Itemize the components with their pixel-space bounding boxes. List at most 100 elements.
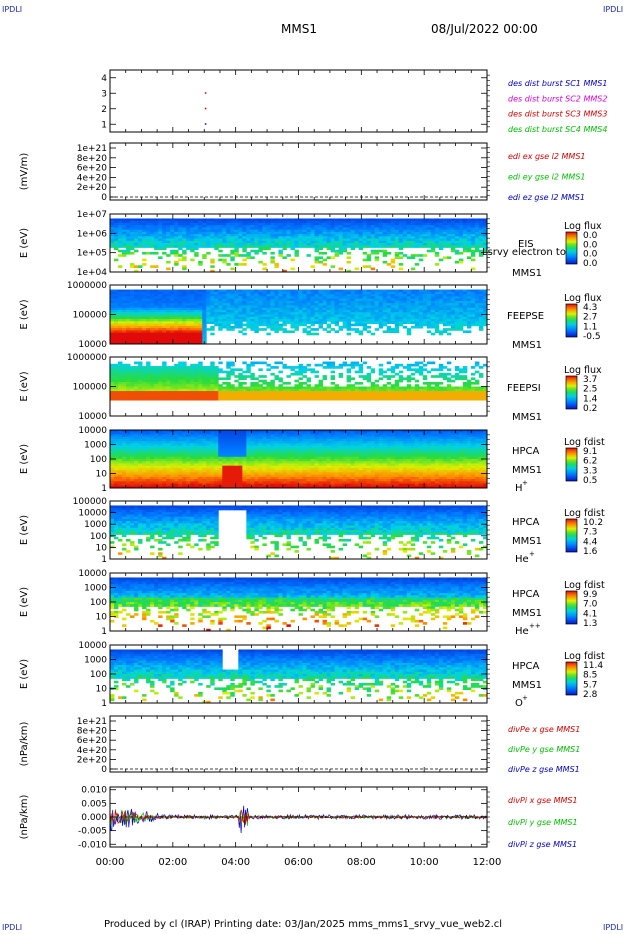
spacecraft-label: MMS1 [512,340,542,351]
ytick-label: 100000 [73,311,108,321]
panel-p11 [109,786,490,848]
spacecraft-title: MMS1 [281,22,317,36]
species-label: O [515,698,523,709]
ytick-label: 100000 [73,497,108,507]
ytick-label: 0.000 [81,813,107,823]
series-line [109,805,488,834]
panel-p10 [109,715,490,773]
colorbar-tick: 2.5 [583,385,597,395]
colorbar-title: Log flux [564,365,602,376]
instrument-label: HPCA [512,589,540,600]
ytick-label: 1000 [84,441,107,451]
xtick-label: 12:00 [473,857,502,868]
instrument-label: HPCA [512,661,540,672]
colorbar-tick: 3.3 [583,466,597,476]
legend-entry: des dist burst SC4 MMS4 [508,125,607,134]
legend-entry: divPi z gse MMS1 [508,840,577,849]
colorbar-tick: 5.7 [583,680,597,690]
colorbar-tick: 1.3 [583,619,597,629]
spacecraft-label: MMS1 [512,608,542,619]
instrument-label: HPCA [512,446,540,457]
ytick-label: 1000 [84,520,107,530]
ytick-label: 2e+20 [77,755,108,765]
axis-label: E (eV) [19,587,30,617]
colorbar-title: Log flux [564,221,602,232]
colorbar-tick: 7.0 [583,600,598,610]
xtick-label: 10:00 [410,857,439,868]
ytick-label: 1000 [84,656,107,666]
colorbar-tick: 1.6 [583,547,598,557]
panel-p5 [109,356,578,417]
ytick-label: 10 [96,613,108,623]
ytick-label: 2e+20 [77,183,108,193]
ytick-label: 10 [96,685,108,695]
ytick-label: 4e+20 [77,173,108,183]
ytick-label: 10 [96,470,108,480]
colorbar-tick: 6.2 [583,457,597,467]
colorbar-tick: 0.0 [583,231,598,241]
ytick-label: 1000000 [67,281,107,291]
ytick-label: 8e+20 [77,727,108,737]
colorbar-tick: 0.5 [583,476,597,486]
overlay-label: Lsrvy electron to [482,247,566,258]
xtick-label: 02:00 [158,857,187,868]
instrument-label: HPCA [512,517,540,528]
colorbar-tick: -0.5 [583,332,601,342]
colorbar-title: Log fdist [564,580,605,591]
corner-mark-top-right: IPDLI [603,5,624,14]
ytick-label: 1e+07 [77,210,107,220]
colorbar-tick: 11.4 [583,661,603,671]
instrument-label: EIS [518,239,534,250]
species-charge: ++ [529,622,541,630]
ytick-label: 100 [90,670,107,680]
spacecraft-label: MMS1 [512,268,542,279]
data-point [204,123,207,125]
xtick-label: 04:00 [221,857,250,868]
species-label: He [515,554,529,565]
date-title: 08/Jul/2022 00:00 [431,22,538,36]
axis-label: E (eV) [19,515,30,545]
panel-frame [109,142,488,201]
colorbar [565,231,578,265]
ytick-label: 100 [90,598,107,608]
panel-frame [109,715,488,773]
colorbar-tick: 1.1 [583,322,597,332]
ytick-label: 2 [101,105,107,115]
legend-entry: edi ez gse l2 MMS1 [508,193,585,202]
species-charge: + [522,694,528,702]
ytick-label: 4 [101,74,107,84]
species-charge: + [522,479,528,487]
legend-entry: divPi y gse MMS1 [508,818,578,827]
colorbar-tick: 4.4 [583,537,598,547]
colorbar-tick: 10.2 [583,518,603,528]
axis-label: E (eV) [19,444,30,474]
ytick-label: 1 [101,699,107,709]
xtick-label: 08:00 [347,857,376,868]
axis-label: E (eV) [19,228,30,258]
ytick-label: 100000 [73,383,108,393]
panel-p9 [109,644,578,704]
ytick-label: 10000 [78,426,107,436]
ytick-label: 1000000 [67,353,107,363]
colorbar [565,375,578,410]
ytick-label: 6e+20 [77,164,108,174]
ytick-label: 10000 [78,509,107,519]
panel-p6 [109,429,578,489]
corner-mark-bottom-left: IPDLI [2,923,23,932]
axis-label: (mV/m) [19,153,30,191]
ytick-label: 100 [90,455,107,465]
colorbar-title: Log fdist [564,508,605,519]
spacecraft-label: MMS1 [512,536,542,547]
colorbar-tick: 1.4 [583,394,598,404]
ytick-label: 1e+05 [77,249,107,259]
colorbar-tick: 4.3 [583,303,597,313]
ytick-label: 1 [101,627,107,637]
xtick-label: 06:00 [284,857,313,868]
species-label: He [515,626,529,637]
legend-entry: divPe z gse MMS1 [508,765,580,774]
instrument-label: FEEPSI [507,383,541,394]
species-label: H [515,483,523,494]
footer-credit: Produced by cl (IRAP) Printing date: 03/… [104,919,503,930]
ytick-label: -0.010 [78,840,107,850]
